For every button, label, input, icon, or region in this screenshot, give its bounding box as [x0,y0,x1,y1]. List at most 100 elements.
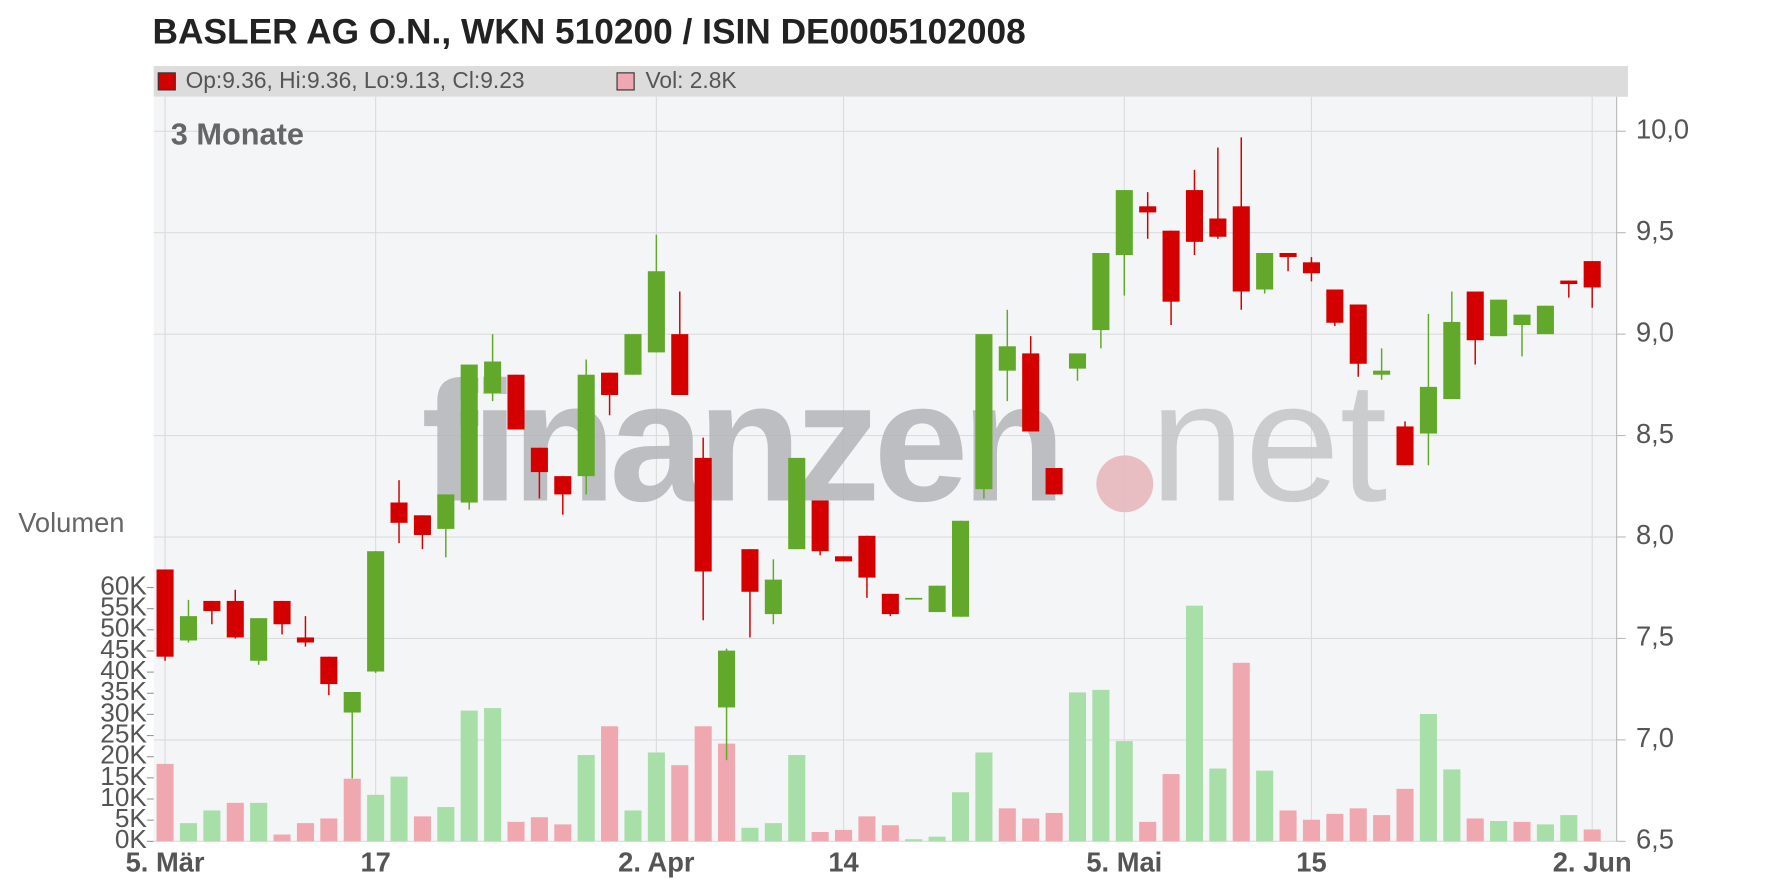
y2-tick-label: 30K [100,697,147,727]
candle-body [1560,280,1578,285]
candle-body [390,502,408,523]
y-tick-label: 6,5 [1636,824,1674,855]
candle-body [296,637,314,643]
candle-body [577,374,595,477]
volume-bar [1466,818,1484,842]
y2-tick-label: 10K [100,782,147,812]
volume-bar [951,792,970,842]
volume-bar [1279,810,1297,842]
volume-bar [905,839,923,842]
candle-body [179,616,198,641]
volume-bar [460,710,478,842]
candle-body [694,457,712,572]
x-tick-label: 5. Mär [126,846,205,877]
candle-body [835,556,853,562]
x-tick-label: 14 [828,846,859,877]
candle-body [1232,206,1250,292]
volume-bar [1209,768,1227,842]
volume-bar [788,755,806,842]
volume-bar [390,776,408,842]
volume-bar [1302,819,1320,842]
y-tick-label: 8,0 [1636,519,1674,550]
volume-bar [671,765,689,842]
candle-body [320,656,338,685]
period-label: 3 Monate [171,117,304,152]
x-tick-label: 2. Jun [1553,846,1632,877]
candle-body [1139,206,1157,213]
candle-body [1068,353,1087,369]
y-tick-label: 9,5 [1636,215,1674,246]
candle-body [998,346,1016,371]
candle-body [881,593,899,615]
volume-bar [811,832,829,842]
y2-tick-label: 45K [100,634,147,664]
candle-body [1513,314,1531,326]
candle-body [601,372,619,395]
volume-bar [647,752,665,842]
candle-body [1396,426,1414,466]
candle-body [507,374,525,430]
volume-bar [881,825,899,842]
volume-bar [1396,788,1414,842]
y2-tick-label: 55K [100,592,147,622]
candle-body [1302,262,1320,274]
y-tick-label: 8,5 [1636,418,1674,449]
x-tick-label: 5. Mai [1086,846,1162,877]
candle-body [741,549,759,592]
volume-bar [413,816,431,842]
y2-tick-label: 5K [115,803,148,833]
candle-body [203,600,221,612]
candle-body [437,494,455,529]
candle-body [1326,289,1344,323]
volume-bar [367,794,385,842]
candle-body [1349,304,1367,364]
volume-bar [1536,824,1554,842]
x-tick-label: 15 [1296,846,1326,877]
candle-body [460,364,478,503]
volume-bar [1443,769,1461,842]
legend-text: Vol: 2.8K [646,67,737,93]
y-tick-label: 7,5 [1636,621,1674,652]
candle-body [624,334,642,375]
candle-body [343,692,361,713]
volume-bar [764,823,782,842]
candle-body [273,600,291,625]
candle-body [1443,321,1461,400]
volume-bar [507,821,525,842]
candle-body [811,500,829,552]
candle-body [1490,299,1508,337]
y2-tick-label: 0K [115,824,148,854]
volume-bar [1373,815,1391,842]
volume-bar [203,810,221,842]
candle-body [764,579,782,615]
legend-text: Op:9.36, Hi:9.36, Lo:9.13, Cl:9.23 [186,67,525,93]
x-tick-label: 2. Apr [618,846,695,877]
candle-body [928,585,946,613]
y2-tick-label: 15K [100,761,147,791]
candle-body [858,535,876,578]
candle-body [484,361,502,393]
y2-tick-label: 50K [100,613,147,643]
volume-bar [1232,662,1250,842]
y2-tick-label: 40K [100,655,147,685]
y-tick-label: 7,0 [1636,722,1674,753]
volume-bar [1349,808,1367,842]
volume-bar [741,827,759,842]
volume-bar [179,823,198,842]
candle-body [1279,252,1297,258]
y2-tick-label: 60K [100,570,147,600]
volume-bar [1045,812,1063,842]
volume-bar [1419,713,1437,842]
legend-swatch [157,72,176,91]
candle-body [1466,291,1484,341]
candle-body [905,597,923,600]
candle-body [1209,218,1227,237]
candle-body [1092,252,1110,331]
watermark: finanzen net [421,346,1387,537]
volume-bar [1092,689,1110,842]
candle-body [975,334,993,490]
plot-area [153,96,1617,842]
volume-bar [601,726,619,842]
volume-bar [1583,829,1601,842]
